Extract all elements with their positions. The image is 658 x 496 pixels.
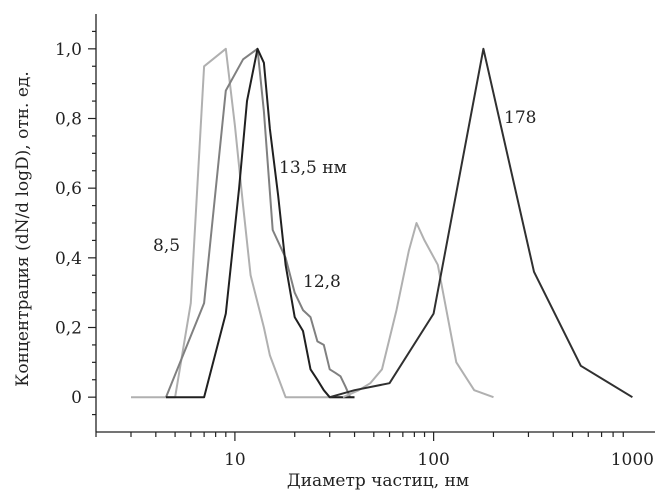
series-line-3 bbox=[166, 47, 355, 399]
series-line-1 bbox=[131, 47, 355, 399]
y-tick-label: 1,0 bbox=[55, 40, 82, 60]
x-tick-label: 10 bbox=[224, 450, 246, 470]
series-line-4 bbox=[342, 222, 494, 399]
x-tick-label: 100 bbox=[417, 450, 449, 470]
series-label-8-5: 8,5 bbox=[153, 236, 180, 256]
y-tick-label: 0,6 bbox=[55, 179, 82, 199]
series-label-178: 178 bbox=[504, 108, 536, 128]
y-ticks: 0 0,2 0,4 0,6 0,8 1,0 bbox=[55, 30, 96, 416]
y-axis-title: Концентрация (dN/d logD), отн. ед. bbox=[13, 71, 33, 387]
series-line-5 bbox=[329, 47, 633, 399]
series-line-2 bbox=[165, 47, 352, 398]
x-tick-label: 1000 bbox=[611, 450, 654, 470]
x-axis-title: Диаметр частиц, нм bbox=[287, 471, 469, 491]
series-label-12-8: 12,8 bbox=[303, 272, 341, 292]
y-tick-label: 0,2 bbox=[55, 319, 82, 339]
x-ticks: 10 100 1000 bbox=[95, 432, 654, 470]
y-tick-label: 0,4 bbox=[55, 249, 82, 269]
y-tick-label: 0,8 bbox=[55, 110, 82, 130]
y-tick-label: 0 bbox=[71, 388, 82, 408]
series-label-13-5: 13,5 нм bbox=[279, 158, 347, 178]
series-lines bbox=[131, 47, 633, 399]
